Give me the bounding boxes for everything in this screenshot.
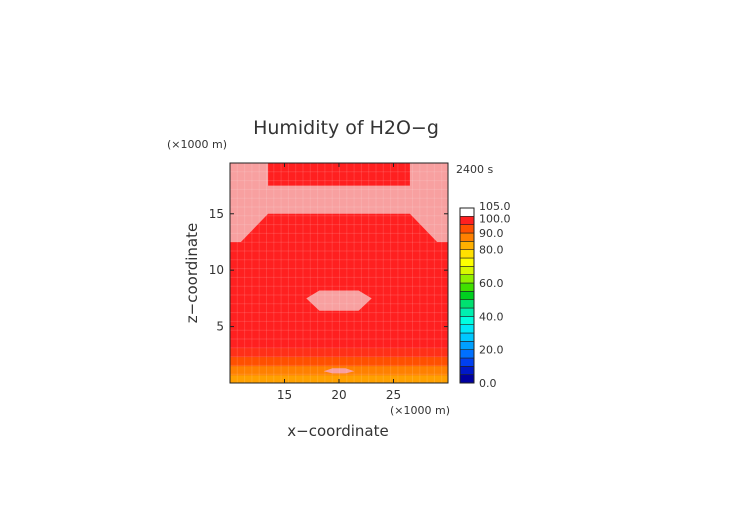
colorbar-bin [459, 266, 475, 275]
colorbar-bin [459, 357, 475, 367]
colorbar-bin [459, 349, 475, 359]
y-tick-label: 15 [209, 207, 224, 221]
colorbar-label: 60.0 [479, 277, 504, 290]
y-tick-label: 10 [209, 263, 224, 277]
x-axis-label: x−coordinate [287, 422, 388, 440]
x-unit-label: (×1000 m) [390, 404, 450, 417]
colorbar-bin [459, 291, 475, 300]
colorbar-frame [459, 207, 475, 384]
colorbar-bin [459, 341, 475, 350]
y-tick-label: 5 [216, 320, 224, 334]
plot-area [230, 163, 448, 383]
colorbar-bin [459, 249, 475, 259]
axes: 15 20 25 5 10 15 [209, 162, 449, 402]
colorbar-bin [459, 282, 475, 292]
colorbar-bin [459, 299, 475, 309]
surface-band-2 [230, 357, 448, 367]
y-axis-label: z−coordinate [183, 223, 201, 323]
near-surface-pink-patch [323, 368, 355, 374]
colorbar-label: 90.0 [479, 227, 504, 240]
colorbar-bin [459, 274, 475, 284]
surface-band-3 [230, 348, 448, 358]
colorbar-label: 105.0 [479, 200, 511, 213]
colorbar-label: 0.0 [479, 377, 497, 390]
colorbar-bin [459, 366, 475, 375]
colorbar-bin [459, 374, 475, 384]
x-tick-label: 25 [386, 388, 401, 402]
colorbar-bin [459, 257, 475, 267]
colorbar-bin [459, 207, 475, 217]
colorbar-label: 80.0 [479, 244, 504, 257]
colorbar-label: 20.0 [479, 344, 504, 357]
colorbar-bin [459, 216, 475, 225]
x-tick-label: 20 [331, 388, 346, 402]
colorbar-label: 100.0 [479, 212, 511, 225]
colorbar-bin [459, 224, 475, 234]
colorbar-bin [459, 241, 475, 250]
cell-grid [230, 163, 448, 383]
y-unit-label: (×1000 m) [167, 138, 227, 151]
time-label: 2400 s [456, 163, 493, 176]
upper-supersaturated-layer [230, 163, 448, 242]
colorbar-bin [459, 316, 475, 325]
x-tick-label: 15 [277, 388, 292, 402]
mid-supersaturated-patch [306, 290, 372, 311]
colorbar-bin [459, 332, 475, 342]
colorbar-bin [459, 307, 475, 317]
colorbar-label: 40.0 [479, 310, 504, 323]
colorbar-bin [459, 324, 475, 334]
chart-title: Humidity of H2O−g [253, 117, 439, 139]
field-layer [230, 163, 448, 383]
colorbar-bin [459, 232, 475, 242]
